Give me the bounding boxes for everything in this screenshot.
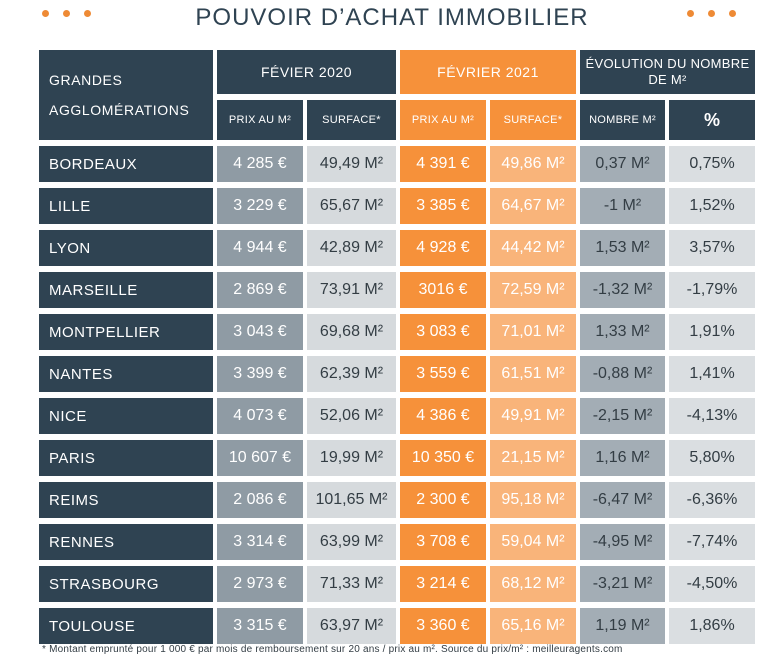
surface-2020-cell: 101,65 M²: [307, 482, 396, 518]
surface-2021-cell: 65,16 M²: [490, 608, 576, 644]
delta-percent-cell: 5,80%: [669, 440, 755, 476]
city-cell: PARIS: [39, 440, 213, 476]
surface-2020-cell: 71,33 M²: [307, 566, 396, 602]
subheader-surface-2021: SURFACE*: [490, 100, 576, 140]
price-2020-cell: 10 607 €: [217, 440, 303, 476]
surface-2021-cell: 49,86 M²: [490, 146, 576, 182]
price-2020-cell: 3 043 €: [217, 314, 303, 350]
surface-2021-cell: 21,15 M²: [490, 440, 576, 476]
delta-percent-cell: -7,74%: [669, 524, 755, 560]
price-2020-cell: 3 314 €: [217, 524, 303, 560]
surface-2021-cell: 71,01 M²: [490, 314, 576, 350]
delta-percent-cell: -4,50%: [669, 566, 755, 602]
surface-2020-cell: 52,06 M²: [307, 398, 396, 434]
subheader-price-2020: PRIX AU M²: [217, 100, 303, 140]
city-cell: NANTES: [39, 356, 213, 392]
price-2020-cell: 4 944 €: [217, 230, 303, 266]
subheader-price-2021: PRIX AU M²: [400, 100, 486, 140]
page-title: POUVOIR D’ACHAT IMMOBILIER: [195, 4, 589, 31]
delta-m2-cell: 1,19 M²: [580, 608, 665, 644]
surface-2021-cell: 49,91 M²: [490, 398, 576, 434]
price-2021-cell: 3 708 €: [400, 524, 486, 560]
price-2021-cell: 4 391 €: [400, 146, 486, 182]
price-2020-cell: 2 086 €: [217, 482, 303, 518]
price-2021-cell: 4 386 €: [400, 398, 486, 434]
delta-m2-cell: -1 M²: [580, 188, 665, 224]
price-2021-cell: 3 360 €: [400, 608, 486, 644]
header-evolution: ÉVOLUTION DU NOMBRE DE M²: [580, 50, 755, 94]
delta-percent-cell: 1,41%: [669, 356, 755, 392]
city-cell: REIMS: [39, 482, 213, 518]
decorative-dots-right: [687, 10, 736, 17]
price-2021-cell: 3 559 €: [400, 356, 486, 392]
purchasing-power-table: GRANDES AGGLOMÉRATIONS FÉVIER 2020 FÉVRI…: [39, 50, 755, 644]
price-2021-cell: 4 928 €: [400, 230, 486, 266]
price-2021-cell: 10 350 €: [400, 440, 486, 476]
delta-m2-cell: 1,53 M²: [580, 230, 665, 266]
delta-m2-cell: 1,16 M²: [580, 440, 665, 476]
surface-2020-cell: 19,99 M²: [307, 440, 396, 476]
price-2021-cell: 2 300 €: [400, 482, 486, 518]
header-year-2021: FÉVRIER 2021: [400, 50, 576, 94]
surface-2021-cell: 61,51 M²: [490, 356, 576, 392]
surface-2020-cell: 49,49 M²: [307, 146, 396, 182]
delta-percent-cell: 3,57%: [669, 230, 755, 266]
delta-percent-cell: 1,52%: [669, 188, 755, 224]
surface-2021-cell: 95,18 M²: [490, 482, 576, 518]
price-2020-cell: 4 285 €: [217, 146, 303, 182]
footnote: * Montant emprunté pour 1 000 € par mois…: [42, 644, 623, 655]
city-cell: STRASBOURG: [39, 566, 213, 602]
city-cell: NICE: [39, 398, 213, 434]
price-2020-cell: 3 315 €: [217, 608, 303, 644]
price-2021-cell: 3 385 €: [400, 188, 486, 224]
price-2020-cell: 3 399 €: [217, 356, 303, 392]
surface-2021-cell: 72,59 M²: [490, 272, 576, 308]
price-2020-cell: 4 073 €: [217, 398, 303, 434]
delta-m2-cell: 1,33 M²: [580, 314, 665, 350]
delta-percent-cell: 1,86%: [669, 608, 755, 644]
price-2020-cell: 2 869 €: [217, 272, 303, 308]
decorative-dots-left: [42, 10, 91, 17]
delta-m2-cell: -4,95 M²: [580, 524, 665, 560]
delta-percent-cell: 1,91%: [669, 314, 755, 350]
surface-2021-cell: 44,42 M²: [490, 230, 576, 266]
city-cell: MONTPELLIER: [39, 314, 213, 350]
surface-2020-cell: 65,67 M²: [307, 188, 396, 224]
subheader-percent: %: [669, 100, 755, 140]
price-2021-cell: 3 083 €: [400, 314, 486, 350]
delta-m2-cell: -6,47 M²: [580, 482, 665, 518]
city-cell: TOULOUSE: [39, 608, 213, 644]
header-year-2020: FÉVIER 2020: [217, 50, 396, 94]
header-cities: GRANDES AGGLOMÉRATIONS: [39, 50, 213, 140]
surface-2020-cell: 63,99 M²: [307, 524, 396, 560]
subheader-number-m2: NOMBRE M²: [580, 100, 665, 140]
surface-2020-cell: 69,68 M²: [307, 314, 396, 350]
delta-percent-cell: -1,79%: [669, 272, 755, 308]
delta-percent-cell: -6,36%: [669, 482, 755, 518]
surface-2020-cell: 63,97 M²: [307, 608, 396, 644]
delta-m2-cell: -0,88 M²: [580, 356, 665, 392]
city-cell: LYON: [39, 230, 213, 266]
price-2020-cell: 2 973 €: [217, 566, 303, 602]
surface-2021-cell: 68,12 M²: [490, 566, 576, 602]
delta-percent-cell: -4,13%: [669, 398, 755, 434]
city-cell: BORDEAUX: [39, 146, 213, 182]
price-2021-cell: 3016 €: [400, 272, 486, 308]
subheader-surface-2020: SURFACE*: [307, 100, 396, 140]
surface-2021-cell: 64,67 M²: [490, 188, 576, 224]
city-cell: MARSEILLE: [39, 272, 213, 308]
delta-m2-cell: 0,37 M²: [580, 146, 665, 182]
delta-m2-cell: -2,15 M²: [580, 398, 665, 434]
surface-2021-cell: 59,04 M²: [490, 524, 576, 560]
delta-percent-cell: 0,75%: [669, 146, 755, 182]
delta-m2-cell: -1,32 M²: [580, 272, 665, 308]
city-cell: RENNES: [39, 524, 213, 560]
surface-2020-cell: 73,91 M²: [307, 272, 396, 308]
price-2020-cell: 3 229 €: [217, 188, 303, 224]
surface-2020-cell: 42,89 M²: [307, 230, 396, 266]
city-cell: LILLE: [39, 188, 213, 224]
delta-m2-cell: -3,21 M²: [580, 566, 665, 602]
price-2021-cell: 3 214 €: [400, 566, 486, 602]
surface-2020-cell: 62,39 M²: [307, 356, 396, 392]
